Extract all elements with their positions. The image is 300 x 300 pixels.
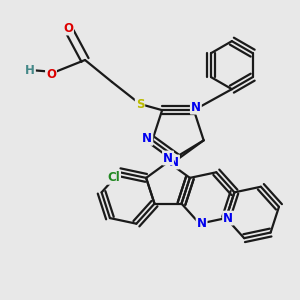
Text: N: N — [223, 212, 233, 225]
Text: S: S — [136, 98, 144, 110]
Text: N: N — [163, 152, 173, 164]
Text: O: O — [46, 68, 56, 80]
Text: N: N — [142, 132, 152, 145]
Text: N: N — [191, 101, 201, 114]
Text: O: O — [63, 22, 73, 34]
Text: Cl: Cl — [107, 171, 120, 184]
Text: N: N — [169, 155, 179, 169]
Text: H: H — [25, 64, 35, 76]
Text: N: N — [196, 217, 207, 230]
